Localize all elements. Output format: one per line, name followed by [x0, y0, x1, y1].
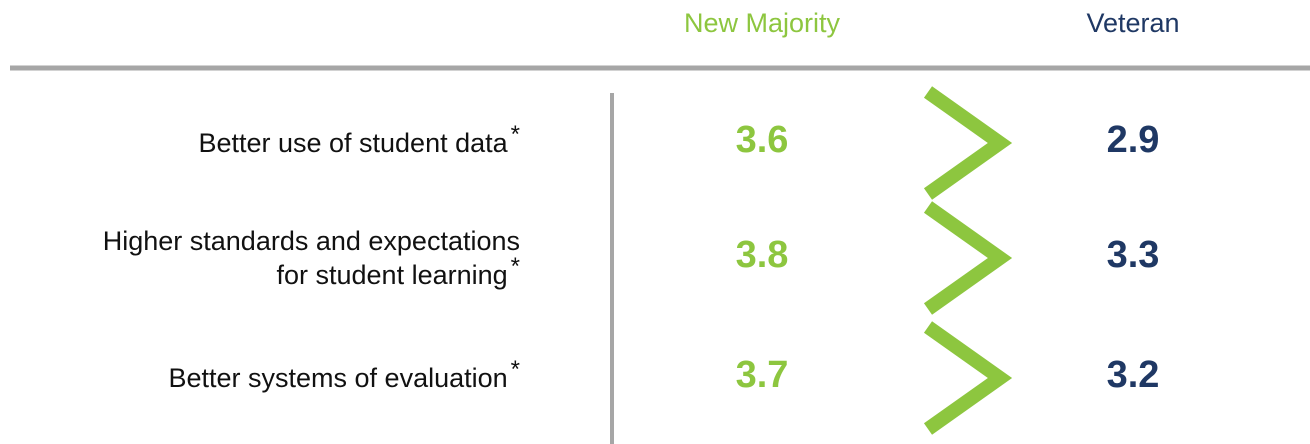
significance-note: * — [510, 121, 520, 148]
veteran-value: 3.2 — [1106, 354, 1160, 396]
label-text: Better use of student data — [198, 128, 508, 158]
veteran-value: 2.9 — [1106, 119, 1160, 161]
column-header: Veteran — [1086, 8, 1180, 38]
row-label: Higher standards and expectations for stu… — [103, 224, 520, 292]
row-label: Better systems of evaluation * — [168, 358, 520, 395]
label-text: Higher standards and expectations — [102, 226, 520, 256]
label-text: for student learning — [276, 260, 508, 290]
label-line: Better use of student data * — [198, 123, 520, 160]
label-line: Better systems of evaluation * — [168, 358, 520, 395]
new-majority-value: 3.6 — [735, 119, 789, 161]
greater-than — [923, 201, 1013, 315]
greater-than — [923, 321, 1013, 435]
row-label: Better use of student data * — [198, 123, 520, 160]
significance-note: * — [510, 356, 520, 383]
greater-than — [923, 86, 1013, 200]
label-text: Better systems of evaluation — [168, 363, 508, 393]
new-majority-value: 3.8 — [735, 234, 789, 276]
label-line: Higher standards and expectations — [103, 224, 520, 258]
label-line: for student learning * — [103, 255, 521, 292]
significance-note: * — [510, 253, 520, 280]
column-header: New Majority — [683, 8, 841, 38]
new-majority-value: 3.7 — [735, 354, 789, 396]
veteran-value: 3.3 — [1106, 234, 1160, 276]
